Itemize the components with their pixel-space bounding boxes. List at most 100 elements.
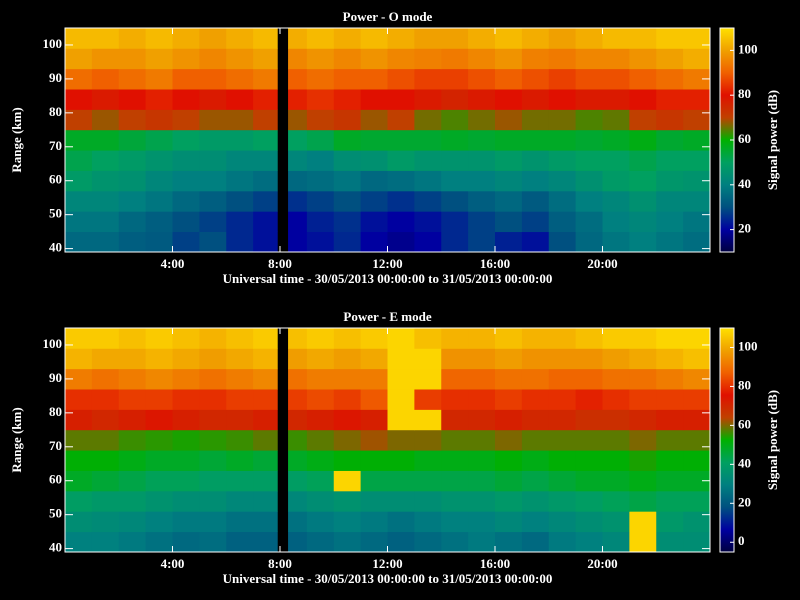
heat-cell xyxy=(199,409,227,431)
heat-cell xyxy=(414,190,442,212)
y-tick-label: 70 xyxy=(49,438,62,453)
heat-cell xyxy=(288,368,308,390)
heat-cell xyxy=(288,48,308,70)
heat-cell xyxy=(656,348,684,370)
colorbar-tick-label: 100 xyxy=(738,41,758,56)
heat-cell xyxy=(495,150,523,171)
heat-cell xyxy=(656,68,684,90)
heat-cell xyxy=(495,190,523,212)
heat-cell xyxy=(575,129,603,151)
heat-cell xyxy=(495,389,523,410)
heat-cell xyxy=(253,450,278,471)
heat-cell xyxy=(253,190,278,212)
y-tick-label: 100 xyxy=(43,36,63,51)
heat-cell xyxy=(288,470,308,492)
heat-cell xyxy=(629,429,657,451)
heat-cell xyxy=(172,109,200,131)
heat-cell xyxy=(145,28,173,49)
heat-cell xyxy=(288,511,308,533)
heat-cell xyxy=(414,511,442,533)
heat-cell xyxy=(468,531,496,553)
heat-cell xyxy=(145,490,173,512)
heat-cell xyxy=(226,389,254,410)
heat-cell xyxy=(548,450,577,471)
heat-cell xyxy=(548,28,577,49)
heat-cell xyxy=(495,89,523,110)
heat-cell xyxy=(226,150,254,171)
heat-cell xyxy=(387,429,415,451)
heat-cell xyxy=(575,531,603,553)
heat-cell xyxy=(575,231,603,253)
heat-cell xyxy=(145,368,173,390)
heat-cell xyxy=(521,409,550,431)
heat-cell xyxy=(629,231,657,253)
heat-cell xyxy=(145,211,173,233)
colorbar-tick-label: 20 xyxy=(738,494,751,509)
heat-cell xyxy=(288,129,308,151)
heat-cell xyxy=(172,470,200,492)
heat-cell xyxy=(172,211,200,233)
heat-cell xyxy=(199,511,227,533)
heat-cell xyxy=(629,190,657,212)
heat-cell xyxy=(288,109,308,131)
heat-cell xyxy=(145,150,173,171)
heat-cell xyxy=(253,368,278,390)
heat-cell xyxy=(199,109,227,131)
heat-cell xyxy=(306,109,335,131)
heat-cell xyxy=(360,328,388,349)
heat-cell xyxy=(387,68,415,90)
heat-cell xyxy=(253,170,278,192)
heat-cell xyxy=(333,129,362,151)
heat-cell xyxy=(253,348,278,370)
heat-cell xyxy=(288,450,308,471)
heat-cell xyxy=(629,348,657,370)
heat-cell xyxy=(199,28,227,49)
heat-cell xyxy=(575,429,603,451)
heat-cell xyxy=(414,389,442,410)
heat-cell xyxy=(602,231,630,253)
heat-cell xyxy=(199,48,227,70)
heat-cell xyxy=(199,470,227,492)
heat-cell xyxy=(575,450,603,471)
x-tick-label: 12:00 xyxy=(372,556,402,571)
heat-cell xyxy=(387,109,415,131)
heat-cell xyxy=(253,429,278,451)
heat-cell xyxy=(468,89,496,110)
heat-cell xyxy=(65,531,93,553)
heat-cell xyxy=(333,68,362,90)
heat-cell xyxy=(468,389,496,410)
heat-cell xyxy=(65,190,93,212)
heat-cell xyxy=(226,429,254,451)
heat-cell xyxy=(172,368,200,390)
heat-cell xyxy=(548,409,577,431)
heat-cell xyxy=(118,429,147,451)
heat-cell xyxy=(360,28,388,49)
heat-cell xyxy=(602,28,630,49)
heat-cell xyxy=(495,450,523,471)
heat-cell xyxy=(414,28,442,49)
heat-cell xyxy=(441,28,469,49)
heat-cell xyxy=(288,28,308,49)
heat-cell xyxy=(91,68,120,90)
heat-cell xyxy=(521,68,550,90)
heat-cell xyxy=(172,150,200,171)
heat-cell xyxy=(91,109,120,131)
heat-cell xyxy=(602,68,630,90)
heat-cell xyxy=(414,129,442,151)
heat-cell xyxy=(656,511,684,533)
heat-cell xyxy=(683,109,711,131)
x-tick-label: 20:00 xyxy=(587,556,617,571)
heat-cell xyxy=(602,368,630,390)
heat-cell xyxy=(226,48,254,70)
heat-cell xyxy=(521,470,550,492)
heat-cell xyxy=(360,389,388,410)
heat-cell xyxy=(575,328,603,349)
heat-cell xyxy=(65,348,93,370)
heat-cell xyxy=(629,28,657,49)
heatmap-cells xyxy=(65,328,711,553)
heat-cell xyxy=(288,328,308,349)
heat-cell xyxy=(306,368,335,390)
heat-cell xyxy=(360,450,388,471)
heat-cell xyxy=(387,129,415,151)
y-tick-label: 50 xyxy=(49,506,62,521)
